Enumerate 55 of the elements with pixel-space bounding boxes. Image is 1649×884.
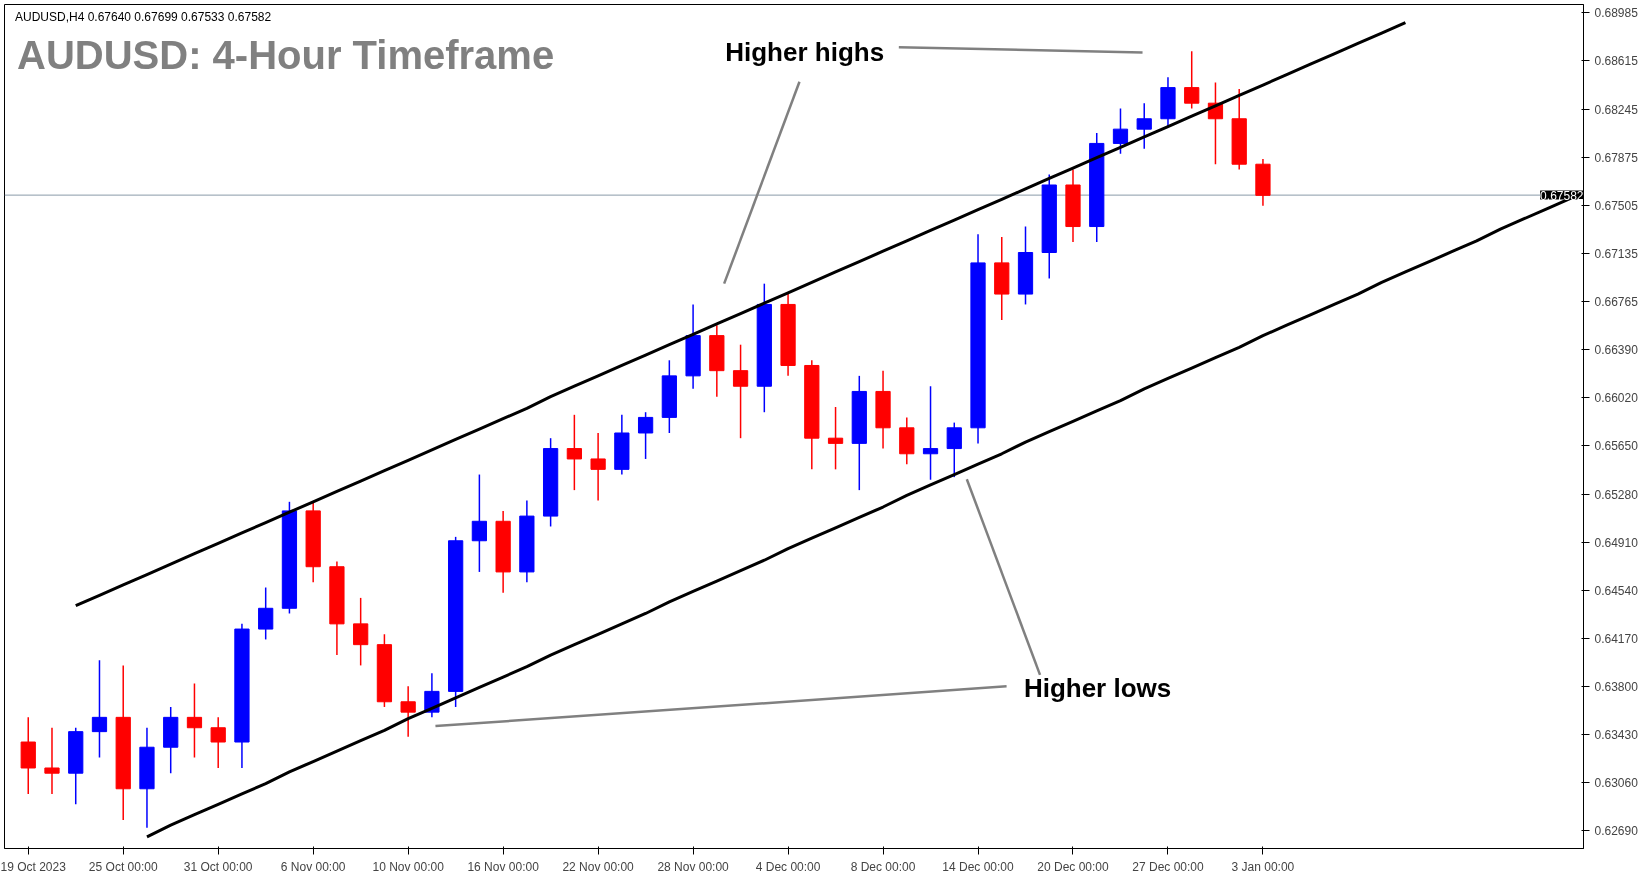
annotation: AUDUSD,H4 0.67640 0.67699 0.67533 0.67582 [14, 10, 272, 25]
candlestick [566, 414, 582, 491]
y-tick-label: 0.67135 [1594, 246, 1639, 261]
candlestick [44, 726, 60, 795]
x-tick-label: 25 Oct 00:00 [88, 859, 158, 874]
candlestick [186, 682, 203, 759]
x-tick-label: 6 Nov 00:00 [280, 859, 346, 874]
candlestick [258, 586, 274, 641]
y-tick-label: 0.64910 [1594, 535, 1639, 550]
x-tick-label: 8 Dec 00:00 [850, 859, 916, 874]
candlestick [732, 343, 749, 439]
y-tick-label: 0.66020 [1594, 391, 1639, 406]
candlestick [590, 432, 606, 502]
y-tick-label: 0.67505 [1594, 198, 1639, 213]
text: AUDUSD: 4-Hour Timeframe [17, 32, 555, 77]
x-tick-label: 4 Dec 00:00 [755, 859, 821, 874]
candlestick [353, 597, 369, 667]
candlestick [827, 406, 844, 471]
y-tick-label: 0.66390 [1594, 343, 1639, 358]
x-tick-label: 22 Nov 00:00 [562, 859, 635, 874]
y-tick-label: 0.63060 [1594, 775, 1639, 790]
y-tick-label: 0.68615 [1594, 54, 1639, 69]
candlestick [471, 473, 488, 573]
x-tick-label: 28 Nov 00:00 [657, 859, 730, 874]
x-tick-label: 10 Nov 00:00 [372, 859, 445, 874]
x-tick-label: 3 Jan 00:00 [1231, 859, 1295, 874]
y-tick-label: 0.63430 [1594, 727, 1639, 742]
x-tick-label: 20 Dec 00:00 [1037, 859, 1110, 874]
y-tick-label: 0.67875 [1594, 150, 1639, 165]
x-tick-label: 31 Oct 00:00 [183, 859, 253, 874]
candlestick [91, 659, 108, 759]
y-tick-label: 0.64170 [1594, 631, 1639, 646]
y-tick-label: 0.65650 [1594, 439, 1639, 454]
candlestick [922, 385, 939, 481]
candlestick [1184, 50, 1200, 110]
annotation: Higher lows [1023, 673, 1172, 704]
ref-line-label: 0.67582 [1540, 188, 1584, 203]
annotation: Higher highs [725, 37, 885, 68]
candlestick [1136, 102, 1152, 150]
candlestick [400, 685, 416, 738]
candlestick [210, 716, 226, 769]
candlestick [637, 411, 654, 460]
y-tick-label: 0.63800 [1594, 679, 1639, 694]
x-tick-label: 14 Dec 00:00 [942, 859, 1015, 874]
candlestick [946, 421, 962, 478]
x-tick-label: 16 Nov 00:00 [467, 859, 540, 874]
x-tick-label: 27 Dec 00:00 [1132, 859, 1204, 874]
y-tick-label: 0.68985 [1594, 6, 1639, 21]
y-tick-label: 0.64540 [1594, 583, 1639, 598]
x-tick-label: 19 Oct 2023 [0, 859, 67, 874]
y-tick-label: 0.68245 [1594, 102, 1639, 117]
y-tick-label: 0.65280 [1594, 487, 1639, 502]
candlestick [1112, 107, 1129, 155]
y-tick-label: 0.62690 [1594, 823, 1639, 838]
y-tick-label: 0.66765 [1594, 294, 1639, 309]
